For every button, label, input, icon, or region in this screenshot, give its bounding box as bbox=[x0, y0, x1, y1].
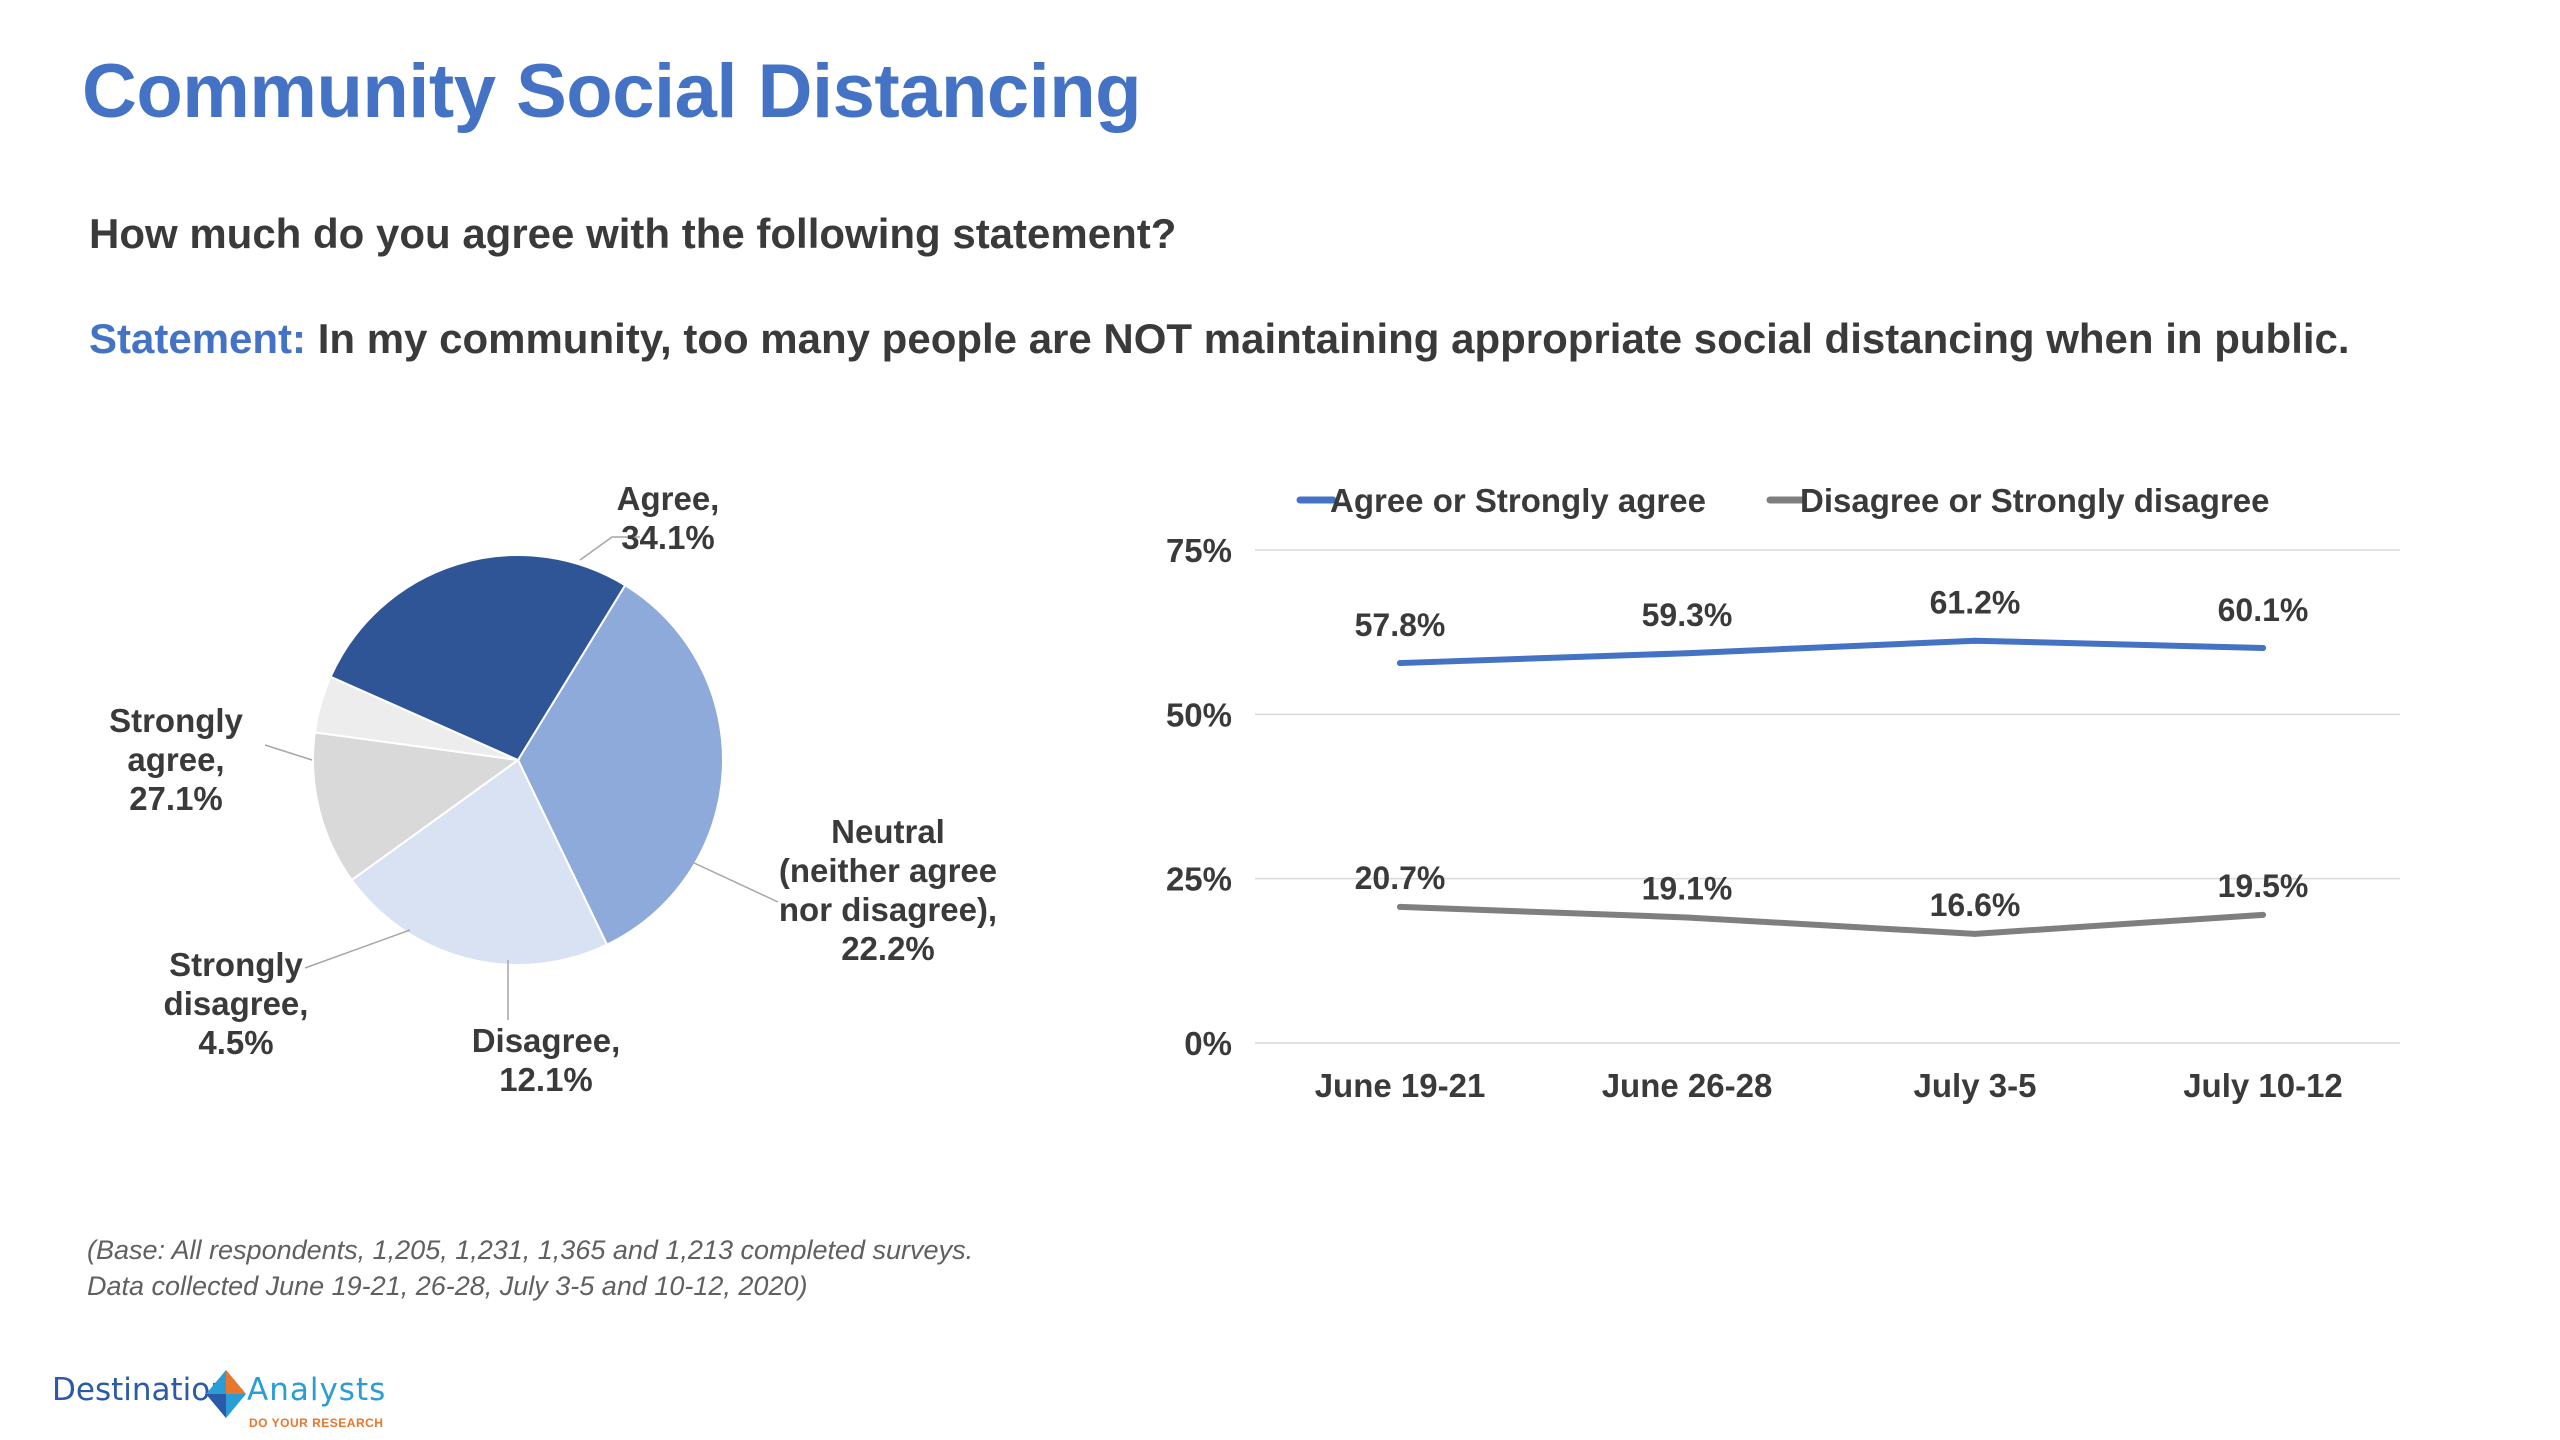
data-label-s2-4: 19.5% bbox=[2218, 868, 2309, 904]
pie-label-neutral-line-4: 22.2% bbox=[841, 930, 935, 967]
footnote-line-1: (Base: All respondents, 1,205, 1,231, 1,… bbox=[87, 1235, 974, 1265]
data-label-s1-2: 59.3% bbox=[1642, 597, 1733, 633]
pie-label-neutral-line-2: (neither agree bbox=[779, 852, 997, 889]
pie-label-strongly-agree-line-3: 27.1% bbox=[129, 780, 223, 817]
x-tick-label-1: June 19-21 bbox=[1315, 1067, 1486, 1104]
pie-label-disagree-line-2: 12.1% bbox=[499, 1061, 593, 1098]
survey-question: How much do you agree with the following… bbox=[89, 210, 1177, 257]
pie-label-agree-line-2: 34.1% bbox=[621, 519, 715, 556]
legend-label-2: Disagree or Strongly disagree bbox=[1800, 482, 2270, 519]
statement-text: In my community, too many people are NOT… bbox=[306, 315, 2350, 362]
pie-label-neutral-line-3: nor disagree), bbox=[779, 891, 997, 928]
pie-label-disagree-line-1: Disagree, bbox=[472, 1022, 621, 1059]
company-logo: Destination Analysts DO YOUR RESEARCH bbox=[52, 1368, 412, 1438]
pie-slice-disagree bbox=[312, 731, 521, 882]
page-title: Community Social Distancing bbox=[82, 49, 1142, 134]
pie-label-strongly-disagree-line-1: Strongly bbox=[169, 946, 303, 983]
y-tick-label-50: 50% bbox=[1166, 696, 1232, 733]
data-point-s2-3 bbox=[1972, 930, 1978, 937]
pie-label-neutral-line-1: Neutral bbox=[831, 813, 945, 850]
series-line-2 bbox=[1397, 903, 2266, 937]
data-label-s2-1: 20.7% bbox=[1355, 860, 1446, 896]
data-point-s1-4 bbox=[2260, 644, 2266, 651]
leader-line-strongly-agree bbox=[264, 744, 313, 761]
pie-slice-neutral bbox=[350, 758, 609, 966]
pie-slice-agree bbox=[516, 583, 724, 947]
pie-label-strongly-agree-line-2: agree, bbox=[127, 741, 224, 778]
data-label-s2-2: 19.1% bbox=[1642, 870, 1733, 906]
data-point-s2-2 bbox=[1684, 914, 1690, 921]
data-label-s2-3: 16.6% bbox=[1930, 887, 2021, 923]
data-point-s2-1 bbox=[1397, 903, 1403, 910]
x-tick-label-3: July 3-5 bbox=[1914, 1067, 2037, 1104]
footnote-line-2: Data collected June 19-21, 26-28, July 3… bbox=[87, 1271, 808, 1301]
leader-line-agree bbox=[579, 536, 640, 561]
leader-line-neutral bbox=[691, 861, 779, 903]
logo-diamond-icon bbox=[206, 1370, 246, 1418]
logo-tagline: DO YOUR RESEARCH bbox=[249, 1416, 384, 1430]
series-line-1 bbox=[1397, 637, 2266, 667]
footnote: (Base: All respondents, 1,205, 1,231, 1,… bbox=[87, 1232, 973, 1304]
statement-label: Statement: bbox=[89, 315, 307, 362]
legend-label-1: Agree or Strongly agree bbox=[1330, 482, 1706, 519]
leader-line-strongly-disagree bbox=[304, 929, 411, 969]
pie-label-strongly-agree-line-1: Strongly bbox=[109, 702, 243, 739]
y-tick-label-0: 0% bbox=[1184, 1025, 1232, 1062]
pie-slice-strongly-agree bbox=[329, 554, 627, 762]
data-label-s1-4: 60.1% bbox=[2218, 592, 2309, 628]
survey-statement: Statement: In my community, too many peo… bbox=[89, 315, 2350, 363]
y-tick-label-75: 75% bbox=[1166, 532, 1232, 569]
pie-label-strongly-disagree-line-2: disagree, bbox=[164, 985, 309, 1022]
x-tick-label-4: July 10-12 bbox=[2183, 1067, 2343, 1104]
data-point-s1-2 bbox=[1684, 650, 1690, 657]
y-tick-label-25: 25% bbox=[1166, 861, 1232, 898]
data-label-s1-3: 61.2% bbox=[1930, 585, 2021, 621]
pie-label-agree-line-1: Agree, bbox=[617, 480, 720, 517]
x-tick-label-2: June 26-28 bbox=[1602, 1067, 1773, 1104]
data-point-s1-1 bbox=[1397, 660, 1403, 667]
data-point-s1-3 bbox=[1972, 637, 1978, 644]
pie-label-strongly-disagree-line-3: 4.5% bbox=[198, 1024, 273, 1061]
data-point-s2-4 bbox=[2260, 911, 2266, 918]
data-label-s1-1: 57.8% bbox=[1355, 607, 1446, 643]
logo-word-analysts: Analysts bbox=[247, 1372, 387, 1408]
logo-word-destination: Destination bbox=[52, 1372, 230, 1408]
